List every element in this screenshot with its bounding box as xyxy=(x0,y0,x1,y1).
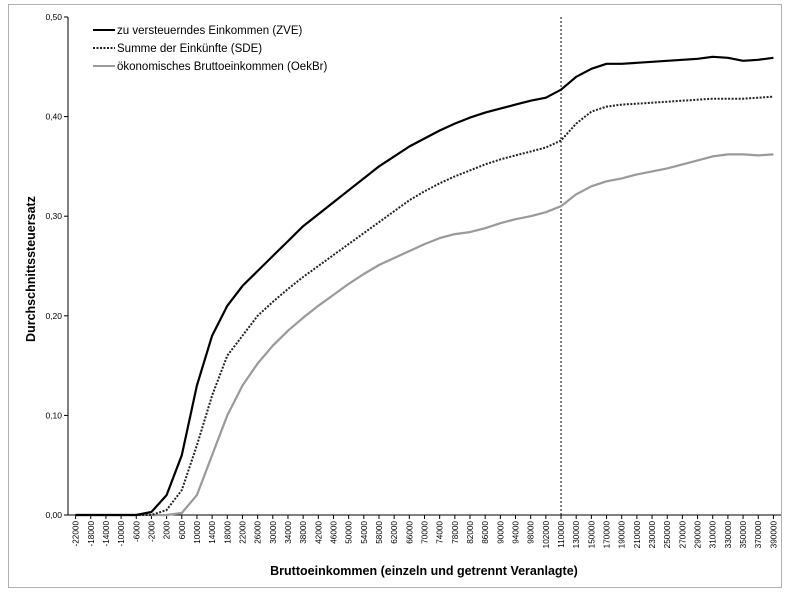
x-tick-label: -14000 xyxy=(102,521,111,547)
x-tick-label: 30000 xyxy=(269,521,278,544)
series-line-1 xyxy=(75,95,774,516)
x-tick-label: 54000 xyxy=(360,521,369,544)
x-tick-label: 82000 xyxy=(466,521,475,544)
x-tick-label: 78000 xyxy=(451,521,460,544)
x-tick-label: 38000 xyxy=(299,521,308,544)
x-tick-label: 90000 xyxy=(496,521,505,544)
x-tick-label: -22000 xyxy=(72,521,81,547)
line-chart: 0,00 0,10 0,20 0,30 0,40 0,50 -22000 -18000 -14… xyxy=(24,12,781,578)
x-tick-label: 10000 xyxy=(193,521,202,544)
x-tick-label: 50000 xyxy=(345,521,354,544)
y-tick-label: 0,30 xyxy=(45,211,62,221)
plot-area xyxy=(68,17,781,515)
y-axis-label: Durchschnittssteuersatz xyxy=(24,196,38,342)
x-tick-label: 94000 xyxy=(512,521,521,544)
x-tick-label: 98000 xyxy=(527,521,536,544)
x-tick-label: 58000 xyxy=(375,521,384,544)
x-tick-label: 270000 xyxy=(678,521,687,549)
x-tick-label: 70000 xyxy=(421,521,430,544)
x-tick-label: -10000 xyxy=(117,521,126,547)
x-tick-label: 290000 xyxy=(694,521,703,549)
x-tick-label: 390000 xyxy=(769,521,778,549)
y-tick-label: 0,50 xyxy=(45,12,62,22)
series-line-0 xyxy=(75,55,774,517)
x-tick-label: 370000 xyxy=(754,521,763,549)
chart-frame: 0,00 0,10 0,20 0,30 0,40 0,50 -22000 -18000 -14… xyxy=(8,4,782,588)
x-tick-label: 6000 xyxy=(178,521,187,540)
x-tick-label: 34000 xyxy=(284,521,293,544)
x-tick-label: -2000 xyxy=(147,521,156,542)
x-tick-label: 190000 xyxy=(618,521,627,549)
x-tick-label: 102000 xyxy=(542,521,551,549)
x-tick-label: -18000 xyxy=(87,521,96,547)
legend-box xyxy=(69,18,369,78)
x-tick-label: 110000 xyxy=(557,521,566,548)
x-tick-label: 210000 xyxy=(633,521,642,549)
x-tick-label: 250000 xyxy=(663,521,672,549)
y-tick-label: 0,20 xyxy=(45,311,62,321)
legend-label: zu versteuerndes Einkommen (ZVE) xyxy=(117,25,303,37)
x-tick-label: 230000 xyxy=(648,521,657,549)
x-tick-label: 62000 xyxy=(390,521,399,544)
x-tick-label: 26000 xyxy=(254,521,263,544)
x-tick-label: 74000 xyxy=(436,521,445,544)
x-tick-label: 170000 xyxy=(603,521,612,549)
x-tick-label: 350000 xyxy=(739,521,748,549)
y-tick-label: 0,10 xyxy=(45,410,62,420)
x-tick-label: 42000 xyxy=(314,521,323,544)
x-tick-label: 310000 xyxy=(709,521,718,549)
x-tick-label: 86000 xyxy=(481,521,490,544)
x-tick-label: 330000 xyxy=(724,521,733,549)
y-tick-label: 0,00 xyxy=(45,510,62,520)
x-tick-label: 14000 xyxy=(208,521,217,544)
x-tick-label: 2000 xyxy=(163,521,172,540)
x-tick-label: -6000 xyxy=(132,521,141,542)
x-tick-label: 130000 xyxy=(572,521,581,549)
series-line-2 xyxy=(75,153,774,517)
legend-label: ökonomisches Bruttoeinkommen (OekBr) xyxy=(117,61,327,73)
x-tick-label: 66000 xyxy=(405,521,414,544)
x-axis-label: Bruttoeinkommen (einzeln und getrennt Ve… xyxy=(270,564,578,578)
x-tick-label: 22000 xyxy=(238,521,247,544)
legend-label: Summe der Einkünfte (SDE) xyxy=(117,43,262,55)
y-tick-label: 0,40 xyxy=(45,112,62,122)
x-tick-label: 46000 xyxy=(329,521,338,544)
x-tick-label: 18000 xyxy=(223,521,232,544)
x-tick-label: 150000 xyxy=(587,521,596,549)
